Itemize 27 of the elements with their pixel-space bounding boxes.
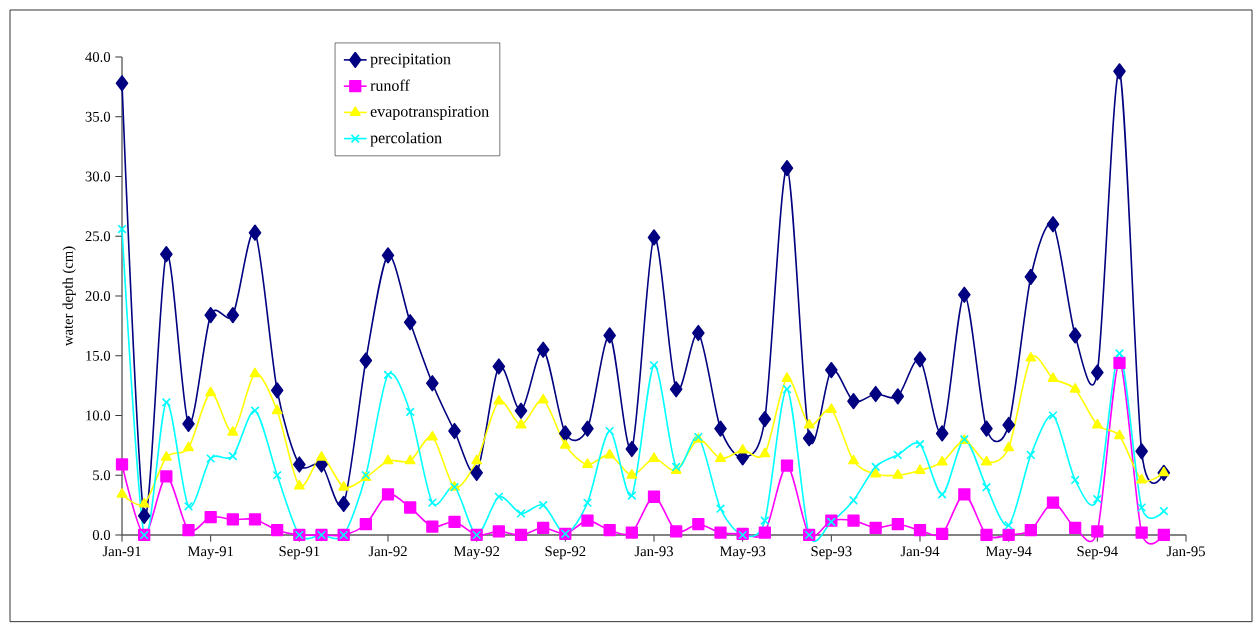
y-axis-title: water depth (cm) xyxy=(62,246,76,347)
x-tick-label: Jan-92 xyxy=(368,546,407,557)
y-tick-label: 20.0 xyxy=(85,291,111,301)
x-tick-label: May-91 xyxy=(187,546,233,560)
y-tick-label: 5.0 xyxy=(93,470,111,481)
y-tick-label: 10.0 xyxy=(86,410,111,421)
x-tick-label: Sep-91 xyxy=(279,546,320,560)
y-tick-label: 25.0 xyxy=(85,231,111,242)
x-tick-label: May-92 xyxy=(453,546,500,560)
x-tick-label: Jan-95 xyxy=(1166,546,1205,557)
y-tick-label: 40.0 xyxy=(85,52,111,62)
y-tick-label: 0.0 xyxy=(92,530,111,540)
y-tick-label: 30.0 xyxy=(85,171,111,182)
x-tick-label: May-94 xyxy=(985,546,1032,560)
x-tick-label: May-93 xyxy=(719,546,766,560)
x-tick-label: Sep-94 xyxy=(1077,546,1118,560)
y-tick-label: 15.0 xyxy=(86,350,111,361)
legend-label: percolation xyxy=(370,132,442,147)
legend-label: precipitation xyxy=(370,53,451,68)
legend-label: runoff xyxy=(370,79,410,91)
x-tick-label: Jan-93 xyxy=(634,546,673,557)
x-tick-label: Sep-92 xyxy=(545,546,586,560)
x-tick-label: Jan-91 xyxy=(102,546,141,557)
x-tick-label: Sep-93 xyxy=(811,546,852,560)
y-tick-label: 35.0 xyxy=(85,111,111,122)
x-tick-label: Jan-94 xyxy=(900,546,940,557)
legend-label: evapotranspiration xyxy=(370,106,489,121)
